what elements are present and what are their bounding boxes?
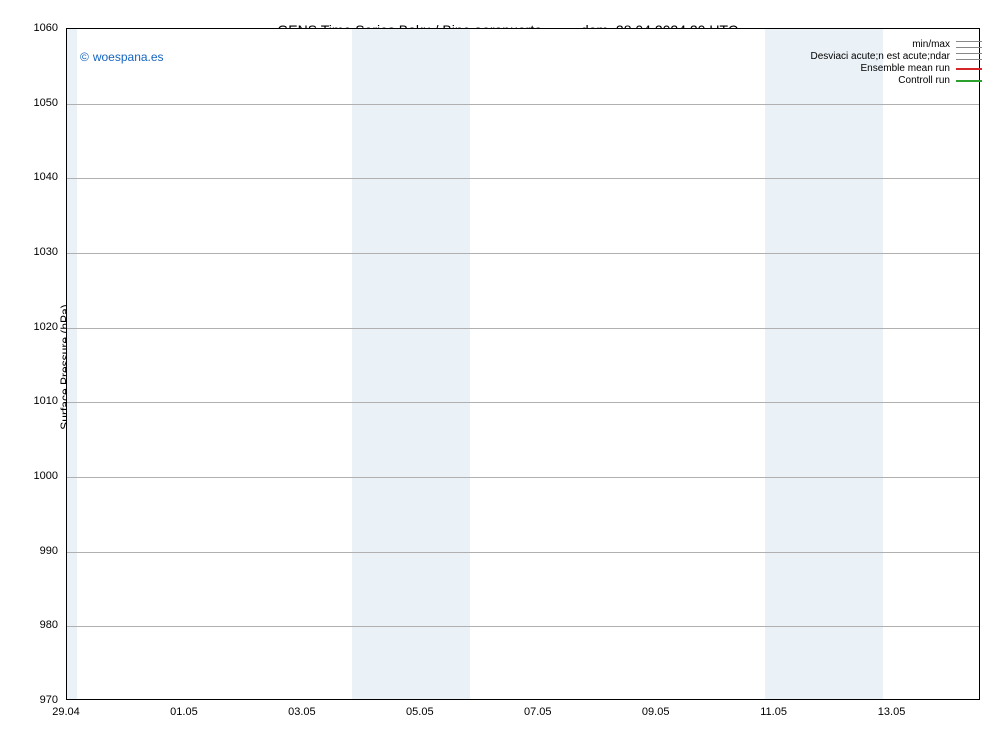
legend-item: min/max: [810, 38, 982, 50]
legend: min/maxDesviaci acute;n est acute;ndarEn…: [810, 38, 982, 86]
weekend-band: [765, 29, 883, 699]
pressure-timeseries-chart: GENS Time Series Baku / Bine aeropuerto …: [0, 0, 1000, 733]
gridline: [67, 552, 979, 553]
y-tick-label: 990: [0, 545, 58, 557]
y-tick-label: 1050: [0, 97, 58, 109]
legend-label: Desviaci acute;n est acute;ndar: [810, 51, 950, 62]
y-tick-label: 980: [0, 619, 58, 631]
x-tick-label: 01.05: [170, 706, 198, 718]
legend-label: Controll run: [898, 75, 950, 86]
x-tick-mark: [421, 699, 422, 700]
legend-item: Controll run: [810, 74, 982, 86]
x-tick-label: 05.05: [406, 706, 434, 718]
watermark-text: woespana.es: [93, 50, 164, 64]
x-tick-label: 29.04: [52, 706, 80, 718]
gridline: [67, 328, 979, 329]
gridline: [67, 626, 979, 627]
weekend-band: [352, 29, 470, 699]
x-tick-mark: [775, 699, 776, 700]
x-tick-mark: [303, 699, 304, 700]
legend-label: Ensemble mean run: [861, 63, 951, 74]
gridline: [67, 178, 979, 179]
y-tick-label: 1030: [0, 246, 58, 258]
watermark: © woespana.es: [80, 50, 164, 64]
x-tick-label: 09.05: [642, 706, 670, 718]
x-tick-label: 07.05: [524, 706, 552, 718]
legend-label: min/max: [912, 39, 950, 50]
plot-area: [66, 28, 980, 700]
x-tick-mark: [539, 699, 540, 700]
x-tick-mark: [185, 699, 186, 700]
y-tick-label: 1010: [0, 395, 58, 407]
weekend-band: [67, 29, 77, 699]
gridline: [67, 104, 979, 105]
gridline: [67, 477, 979, 478]
y-tick-label: 1020: [0, 321, 58, 333]
copyright-icon: ©: [80, 50, 89, 64]
y-tick-label: 1000: [0, 470, 58, 482]
x-tick-mark: [67, 699, 68, 700]
x-tick-label: 11.05: [760, 706, 787, 718]
x-tick-label: 13.05: [878, 706, 906, 718]
x-tick-mark: [893, 699, 894, 700]
gridline: [67, 253, 979, 254]
y-tick-label: 1040: [0, 171, 58, 183]
x-tick-mark: [657, 699, 658, 700]
y-tick-label: 1060: [0, 22, 58, 34]
x-tick-label: 03.05: [288, 706, 316, 718]
y-tick-label: 970: [0, 694, 58, 706]
legend-item: Desviaci acute;n est acute;ndar: [810, 50, 982, 62]
legend-item: Ensemble mean run: [810, 62, 982, 74]
gridline: [67, 402, 979, 403]
